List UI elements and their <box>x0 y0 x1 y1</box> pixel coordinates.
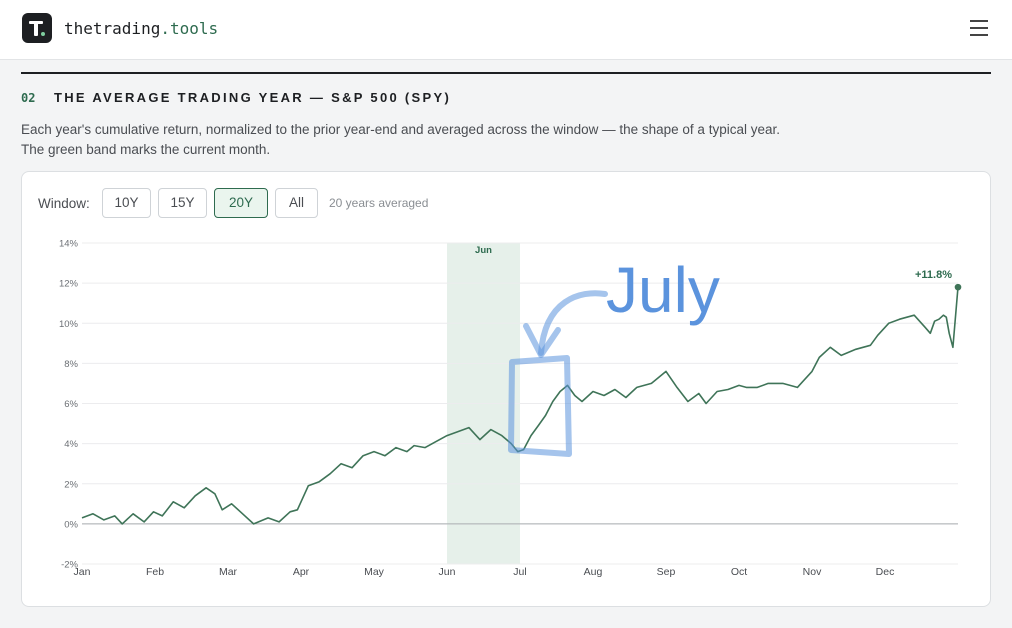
window-label: Window: <box>38 196 90 211</box>
july-highlight-box <box>508 355 572 457</box>
y-tick-label: 0% <box>64 519 78 530</box>
july-annotation-text: July <box>606 254 720 326</box>
hamburger-menu-icon[interactable] <box>966 17 992 39</box>
x-tick-label: Oct <box>731 566 747 578</box>
section-description: Each year's cumulative return, normalize… <box>21 122 780 157</box>
y-tick-label: 14% <box>59 239 79 250</box>
y-tick-label: 2% <box>64 479 78 490</box>
x-tick-label: Jul <box>513 566 526 578</box>
window-20y-button[interactable]: 20Y <box>214 188 268 218</box>
x-axis-ticks: Jan Feb Mar Apr May Jun Jul Aug Sep Oct Nov Dec <box>74 566 895 578</box>
window-all-button[interactable]: All <box>275 188 318 218</box>
x-tick-label: Jun <box>439 566 456 578</box>
x-tick-label: Dec <box>876 566 895 578</box>
window-note: 20 years averaged <box>329 196 429 210</box>
y-axis-ticks: 14% 12% 10% 8% 6% 4% 2% 0% -2% <box>59 239 79 571</box>
brand-main: thetrading <box>64 19 161 38</box>
x-tick-label: Apr <box>293 566 310 578</box>
brand-name[interactable]: thetrading.tools <box>64 19 218 38</box>
section-number: 02 <box>21 91 36 105</box>
y-tick-label: 10% <box>59 319 79 330</box>
y-tick-label: 8% <box>64 359 78 370</box>
y-tick-label: 4% <box>64 439 78 450</box>
x-tick-label: May <box>364 566 385 578</box>
logo-icon[interactable] <box>22 13 52 43</box>
brand-accent: .tools <box>160 19 219 38</box>
annotation-arrow-shaft <box>538 290 608 356</box>
y-tick-label: 6% <box>64 399 78 410</box>
annotation-arrow-head <box>523 323 561 358</box>
window-10y-button[interactable]: 10Y <box>102 188 151 218</box>
end-value-label: +11.8% <box>915 269 952 281</box>
band-label: Jun <box>475 245 492 256</box>
section-divider <box>21 72 991 74</box>
top-nav-bar: thetrading.tools <box>0 0 1012 60</box>
end-point <box>954 283 962 291</box>
x-tick-label: Sep <box>657 566 676 578</box>
window-15y-button[interactable]: 15Y <box>158 188 207 218</box>
y-tick-label: 12% <box>59 279 79 290</box>
x-tick-label: Feb <box>146 566 164 578</box>
section-title: THE AVERAGE TRADING YEAR — S&P 500 (SPY) <box>54 90 452 105</box>
series-line <box>81 287 959 525</box>
handwritten-annotation: July <box>508 254 720 457</box>
y-tick-label: -2% <box>61 560 78 571</box>
x-tick-label: Mar <box>219 566 238 578</box>
x-tick-label: Nov <box>803 566 822 578</box>
x-tick-label: Jan <box>74 566 91 578</box>
x-tick-label: Aug <box>584 566 603 578</box>
